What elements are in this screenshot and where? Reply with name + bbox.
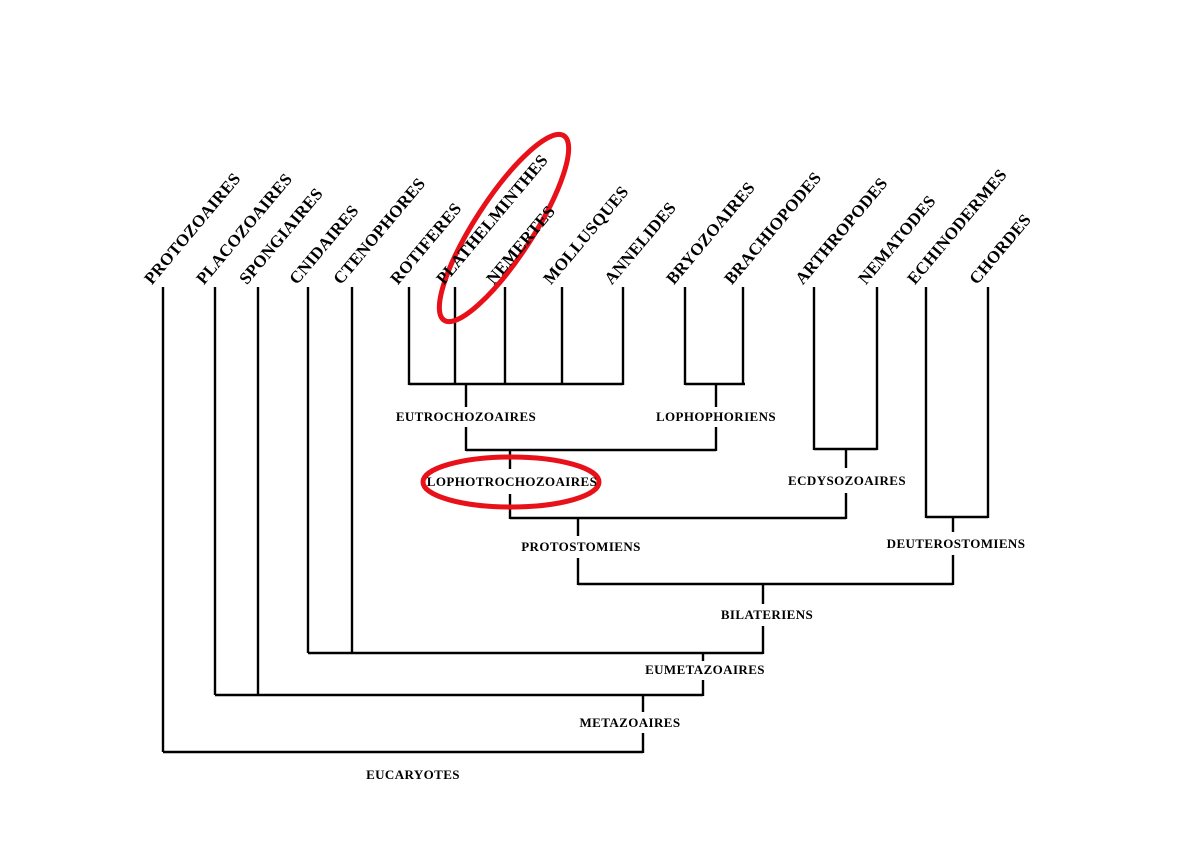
node-label-eumetazoaires: EUMETAZOAIRES (645, 662, 765, 677)
node-label-eucaryotes: EUCARYOTES (366, 767, 460, 782)
taxa-branch-lines (161, 287, 990, 752)
node-label-ecdysozoaires: ECDYSOZOAIRES (788, 473, 906, 488)
node-label-eutrochozoaires: EUTROCHOZOAIRES (395, 409, 537, 424)
node-label-protostomiens: PROTOSTOMIENS (521, 539, 641, 554)
node-label-lophotrochozoaires: LOPHOTROCHOZOAIRES (426, 474, 598, 489)
node-label-metazoaires: METAZOAIRES (579, 715, 681, 730)
highlight-ellipse-plathelminthes (436, 131, 572, 325)
node-label-bilateriens: BILATERIENS (720, 607, 814, 622)
internal-node-lines (163, 382, 988, 754)
node-label-lophophoriens: LOPHOPHORIENS (655, 409, 777, 424)
node-label-deuterostomiens: DEUTEROSTOMIENS (886, 536, 1026, 551)
highlight-ellipse-lophotrochozoaires (420, 454, 602, 510)
